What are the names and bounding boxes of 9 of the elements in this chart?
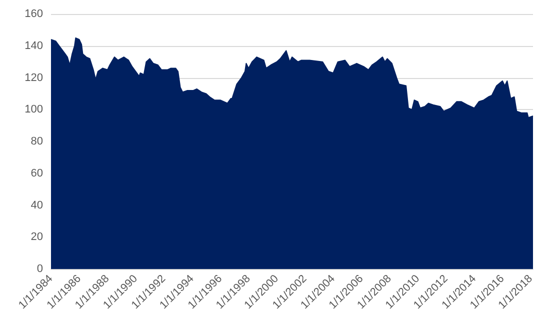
y-tick-label: 20 xyxy=(30,231,43,244)
y-tick-label: 60 xyxy=(30,167,43,180)
y-tick-label: 160 xyxy=(24,8,43,20)
y-tick-label: 80 xyxy=(30,136,43,148)
y-tick-label: 100 xyxy=(24,104,43,116)
y-tick-label: 140 xyxy=(24,40,43,52)
y-tick-label: 40 xyxy=(30,199,43,212)
y-tick-label: 120 xyxy=(24,72,43,84)
y-tick-label: 0 xyxy=(36,263,43,275)
